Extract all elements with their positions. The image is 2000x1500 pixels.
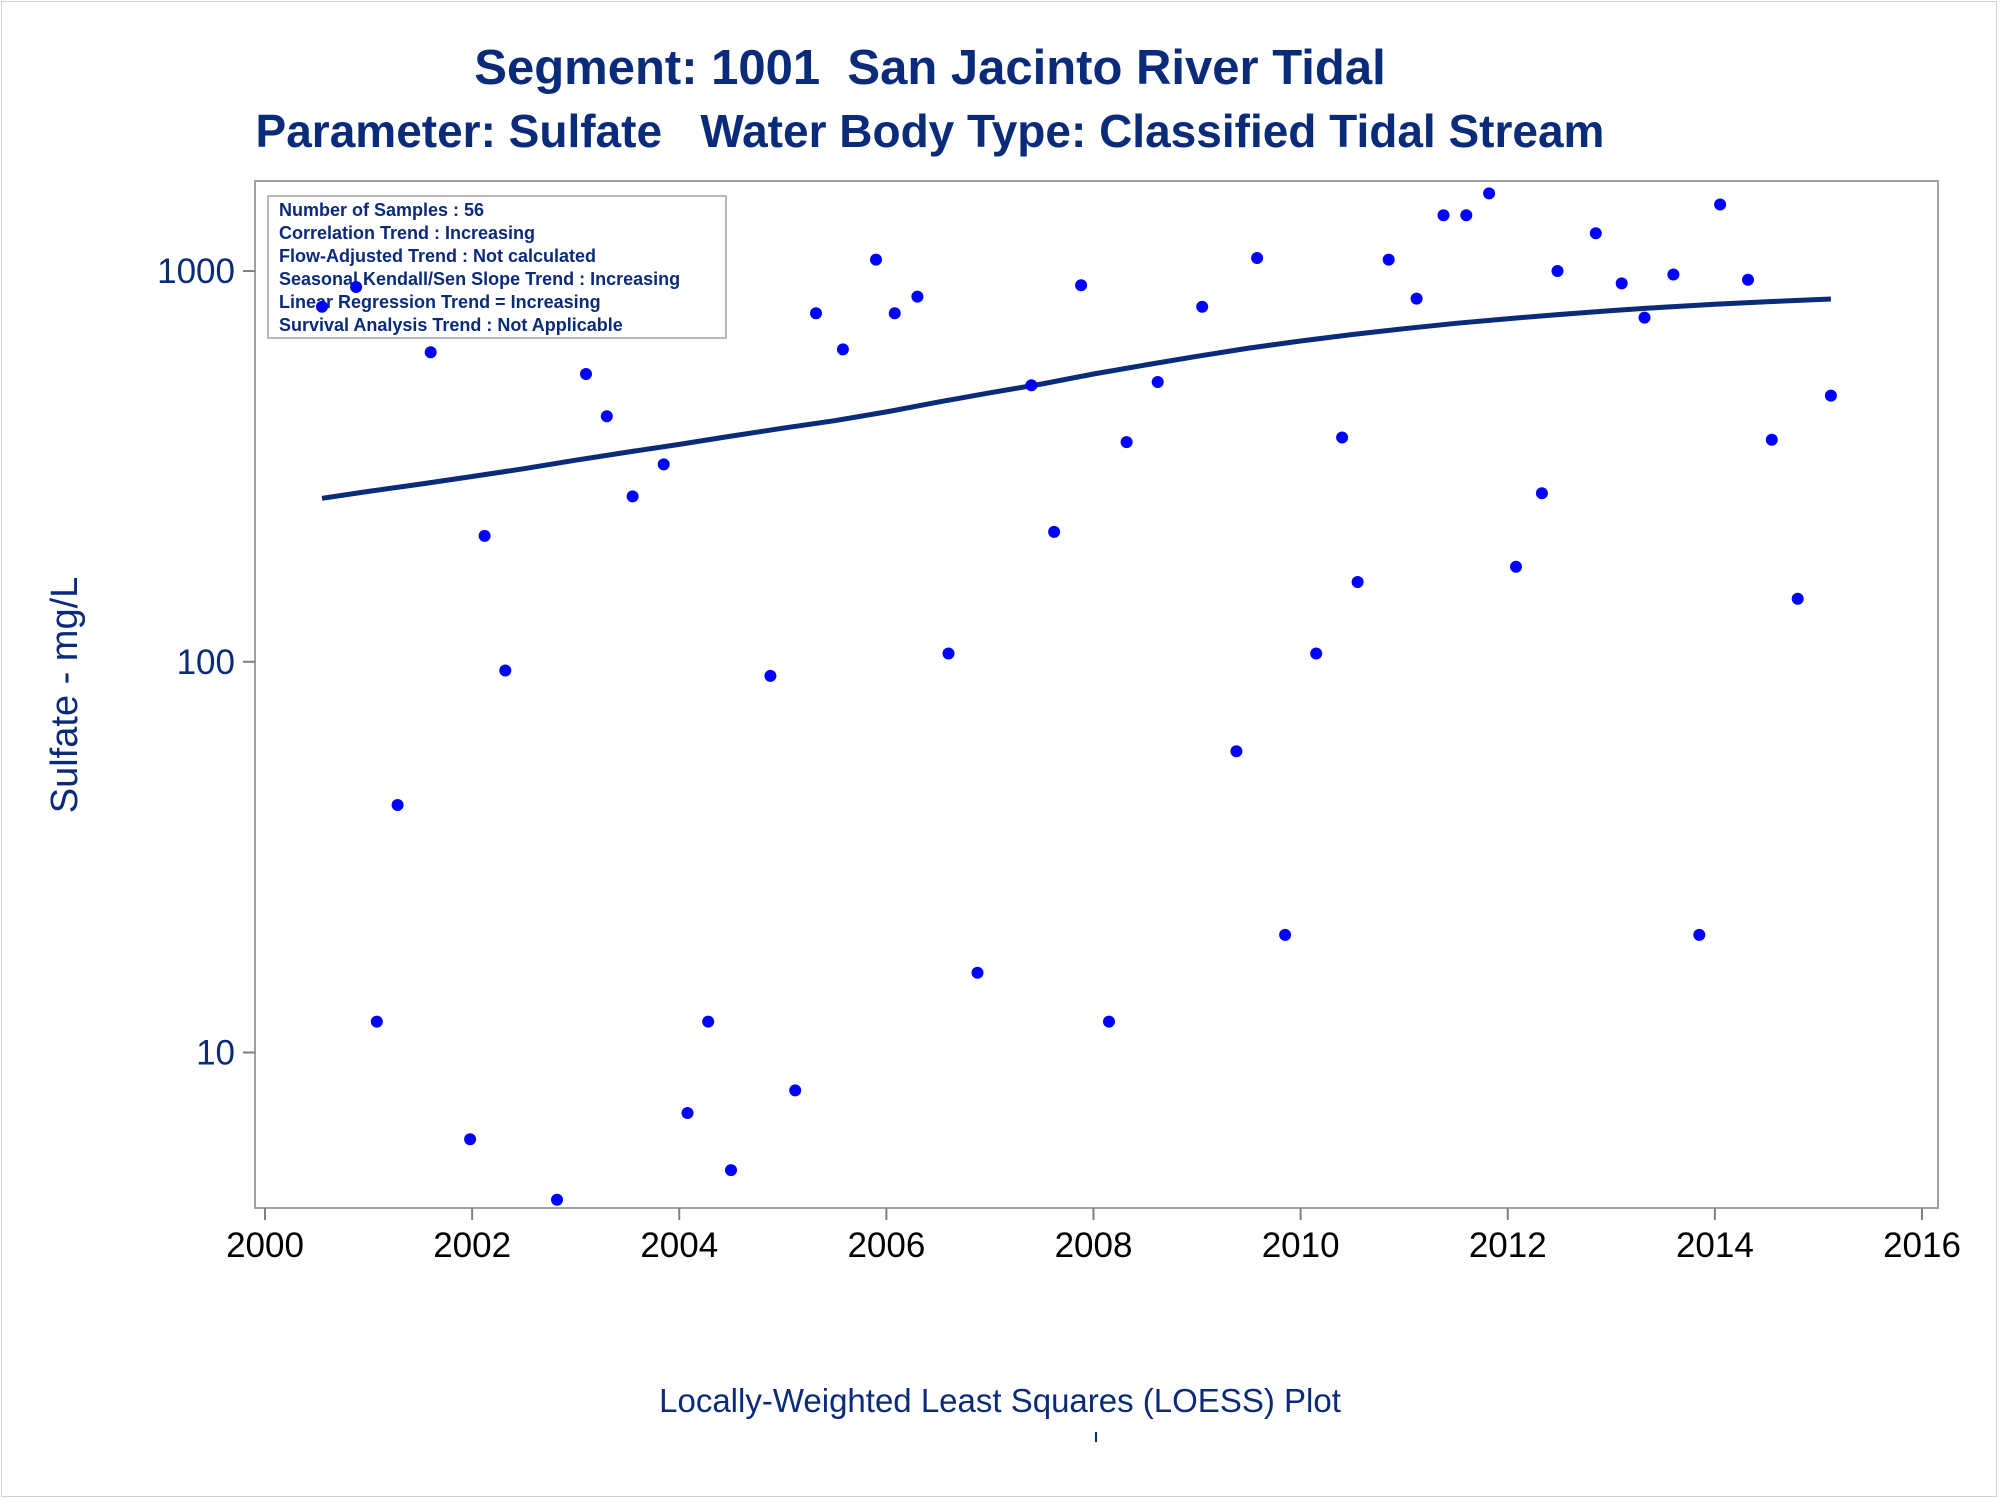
- data-point: [657, 458, 670, 471]
- x-tick-label: 2004: [640, 1226, 718, 1265]
- data-point: [1551, 265, 1564, 277]
- data-point: [370, 1015, 383, 1028]
- data-point: [464, 1133, 477, 1146]
- data-point: [316, 300, 328, 313]
- data-point: [580, 368, 592, 380]
- data-point: [1075, 279, 1088, 292]
- data-point: [789, 1084, 802, 1097]
- x-tick-label: 2000: [226, 1226, 304, 1265]
- data-point: [1765, 433, 1778, 446]
- x-tick-label: 2014: [1676, 1226, 1754, 1265]
- info-box-line: Seasonal Kendall/Sen Slope Trend : Incre…: [279, 269, 680, 289]
- data-point: [1048, 525, 1061, 538]
- info-box-line: Number of Samples : 56: [279, 200, 484, 220]
- data-point: [478, 529, 491, 542]
- data-point: [836, 343, 849, 356]
- data-point: [911, 290, 924, 303]
- chart-title: Segment: 1001 San Jacinto River Tidal: [474, 41, 1386, 95]
- data-point: [702, 1015, 715, 1028]
- info-box-line: Correlation Trend : Increasing: [279, 223, 535, 243]
- data-point: [1638, 311, 1651, 324]
- plot-area: 2000 2002 2004 2006 2008 2010 2012 2014 2016 10 10…: [44, 180, 1961, 1265]
- data-point: [681, 1107, 694, 1119]
- data-point: [1460, 209, 1473, 222]
- data-point: [1589, 227, 1602, 240]
- info-box-line: Survival Analysis Trend : Not Applicable: [279, 315, 623, 335]
- x-tick-label: 2006: [847, 1226, 925, 1265]
- chart-subtitle: Parameter: Sulfate Water Body Type: Clas…: [255, 105, 1605, 157]
- data-point: [1230, 745, 1243, 758]
- y-tick-label: 10: [196, 1034, 235, 1073]
- data-point: [810, 307, 822, 320]
- data-point: [1791, 592, 1804, 605]
- x-tick-label: 2016: [1883, 1226, 1961, 1265]
- data-point: [1151, 376, 1164, 388]
- y-tick-label: 1000: [157, 252, 235, 291]
- footnote-mark: [1095, 1432, 1097, 1442]
- info-box-line: Linear Regression Trend = Increasing: [279, 292, 601, 312]
- data-point: [942, 647, 955, 660]
- data-point: [1410, 292, 1423, 305]
- data-point: [1351, 576, 1364, 588]
- loess-line: [321, 296, 1832, 501]
- data-point: [1483, 187, 1496, 200]
- x-tick-label: 2010: [1262, 1226, 1340, 1265]
- data-point: [391, 799, 404, 811]
- data-point: [1510, 560, 1522, 573]
- data-point: [626, 490, 639, 503]
- data-point: [1196, 300, 1209, 313]
- footnote: Locally-Weighted Least Squares (LOESS) P…: [659, 1382, 1341, 1419]
- data-point: [350, 281, 363, 293]
- x-tick-label: 2002: [433, 1226, 511, 1265]
- data-point: [499, 664, 512, 677]
- data-point: [424, 346, 437, 359]
- x-tick-label: 2012: [1469, 1226, 1547, 1265]
- data-point: [1382, 253, 1395, 266]
- data-point: [1251, 252, 1264, 264]
- data-point: [1535, 487, 1548, 500]
- data-point: [600, 410, 613, 423]
- info-box: [267, 195, 727, 339]
- data-point: [870, 253, 882, 266]
- x-tick-label: 2008: [1055, 1226, 1133, 1265]
- plot-border: [254, 180, 1939, 1209]
- data-point: [725, 1164, 737, 1177]
- data-point: [551, 1193, 563, 1206]
- data-point: [764, 669, 777, 682]
- y-axis-label: Sulfate - mg/L: [44, 577, 86, 814]
- data-point: [1714, 198, 1727, 211]
- data-point: [1025, 379, 1038, 392]
- data-point: [888, 307, 901, 320]
- data-point: [1279, 928, 1292, 941]
- y-tick-label: 100: [177, 643, 235, 682]
- data-point: [971, 966, 984, 979]
- data-point: [1742, 273, 1754, 286]
- data-point: [1120, 436, 1133, 449]
- data-point: [1437, 209, 1450, 222]
- data-point: [1336, 431, 1349, 444]
- data-point: [1824, 389, 1837, 402]
- data-point: [1693, 928, 1706, 941]
- data-point: [1103, 1015, 1115, 1028]
- info-box-line: Flow-Adjusted Trend : Not calculated: [279, 246, 596, 266]
- data-point: [1310, 647, 1323, 660]
- data-point: [1615, 277, 1628, 290]
- data-point: [1667, 268, 1680, 281]
